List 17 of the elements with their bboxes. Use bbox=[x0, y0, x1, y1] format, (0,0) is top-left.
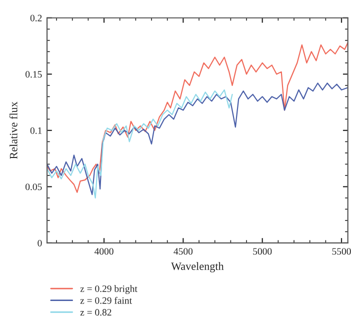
line-series bbox=[47, 42, 348, 193]
y-tick-label: 0.15 bbox=[26, 71, 42, 78]
y-tick-label: 0.1 bbox=[30, 127, 42, 134]
legend-label: z = 0.29 faint bbox=[80, 296, 132, 304]
x-tick-label: 5000 bbox=[253, 248, 272, 255]
line-series bbox=[47, 89, 233, 198]
y-axis-title: Relative flux bbox=[9, 102, 18, 159]
legend-label: z = 0.82 bbox=[80, 309, 112, 316]
x-tick-label: 4500 bbox=[174, 248, 193, 255]
x-tick-label: 4000 bbox=[94, 248, 114, 255]
y-tick-label: 0 bbox=[38, 240, 42, 246]
y-tick-label: 0.2 bbox=[30, 14, 42, 22]
legend-label: z = 0.29 bright bbox=[80, 285, 138, 294]
x-tick-label: 5500 bbox=[332, 248, 351, 255]
x-axis-title: Wavelength bbox=[171, 262, 224, 272]
y-tick-label: 0.05 bbox=[26, 184, 42, 190]
line-series bbox=[47, 82, 348, 196]
